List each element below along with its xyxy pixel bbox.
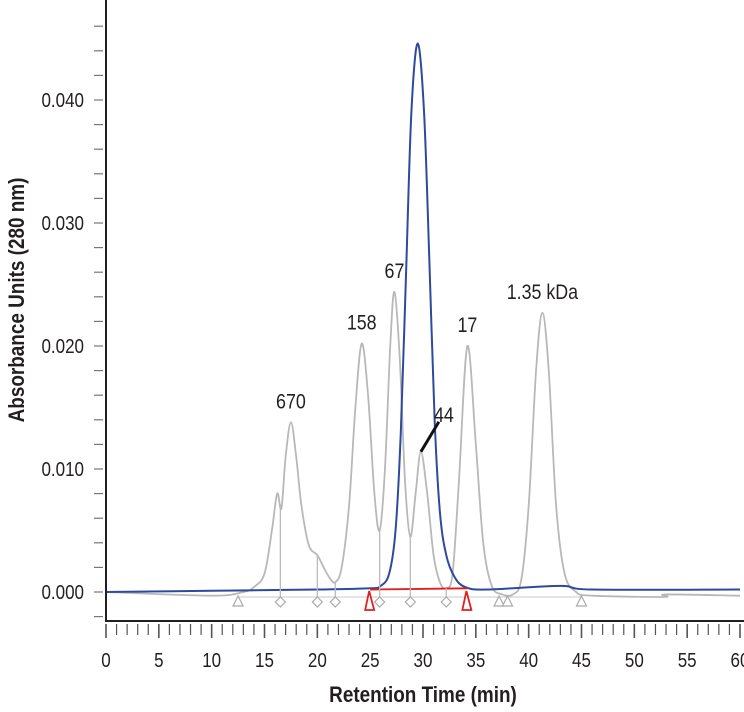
markers <box>232 504 588 611</box>
y-tick-label: 0.030 <box>41 212 84 235</box>
peak-label: 67 <box>385 260 405 284</box>
x-tick-label: 15 <box>255 649 274 672</box>
triangle-marker <box>575 594 588 607</box>
x-tick-label: 50 <box>625 649 644 672</box>
red-triangle-marker <box>461 590 473 611</box>
x-tick-label: 45 <box>572 649 591 672</box>
red-triangle-marker <box>364 590 376 611</box>
y-tick-label: 0.010 <box>41 458 84 481</box>
standards-trace <box>105 290 741 598</box>
peak-label: 158 <box>347 311 377 335</box>
diamond-marker <box>373 596 386 608</box>
y-tick-label: 0.040 <box>41 89 84 112</box>
triangle-marker <box>501 594 514 607</box>
x-tick-label: 35 <box>466 649 485 672</box>
annotations: 670 158 67 44 17 1.35 kDa <box>276 260 579 453</box>
diamond-marker <box>311 596 324 608</box>
diamond-marker <box>404 596 417 608</box>
y-tick-label: 0.000 <box>41 581 84 604</box>
x-tick-label: 0 <box>101 649 110 672</box>
annotation-leader <box>419 421 441 453</box>
x-tick-label: 5 <box>154 649 163 672</box>
y-axis-title: Absorbance Units (280 nm) <box>5 178 30 423</box>
diamond-marker <box>440 596 453 608</box>
peak-label: 1.35 kDa <box>507 280 579 304</box>
sample-trace <box>105 42 741 593</box>
axes: 0 5 10 15 20 25 30 35 40 45 50 55 60 0.000 0.010 0.020 0… <box>41 0 744 671</box>
integration-baseline <box>370 587 468 591</box>
x-tick-label: 60 <box>731 649 744 672</box>
triangle-marker <box>493 594 506 607</box>
diamond-marker <box>274 596 287 608</box>
peak-label: 670 <box>276 390 306 414</box>
triangle-marker <box>232 594 245 607</box>
x-tick-label: 30 <box>414 649 433 672</box>
x-tick-label: 55 <box>678 649 697 672</box>
peak-label: 17 <box>457 314 477 338</box>
y-tick-label: 0.020 <box>41 335 84 358</box>
diamond-marker <box>329 596 342 608</box>
peak-label: 44 <box>434 403 454 427</box>
x-axis-title: Retention Time (min) <box>329 683 517 708</box>
curves <box>105 42 741 598</box>
x-tick-label: 20 <box>308 649 327 672</box>
x-tick-label: 10 <box>202 649 221 672</box>
x-tick-label: 25 <box>361 649 380 672</box>
x-tick-label: 40 <box>519 649 538 672</box>
